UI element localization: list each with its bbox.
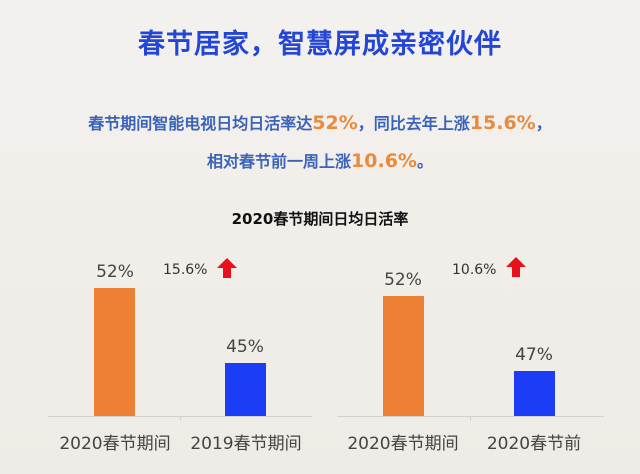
- axis-tick: [180, 416, 181, 421]
- bar-value-label: 52%: [96, 262, 134, 282]
- bar-2020-pre-spring: [514, 371, 555, 416]
- growth-label: 10.6%: [452, 262, 497, 278]
- bar-2019-spring: [225, 363, 266, 416]
- up-arrow-icon: [506, 257, 526, 277]
- bar-2020-spring: [383, 296, 424, 416]
- category-label: 2020春节期间: [347, 434, 459, 454]
- category-label: 2019春节期间: [190, 434, 302, 454]
- category-label: 2020春节前: [486, 434, 582, 454]
- up-arrow-icon: [217, 258, 237, 278]
- category-label: 2020春节期间: [59, 434, 171, 454]
- bar-value-label: 52%: [384, 270, 422, 290]
- summary-text: 春节期间智能电视日均日活率达: [88, 114, 313, 133]
- summary-line-1: 春节期间智能电视日均日活率达52%，同比去年上涨15.6%，: [0, 110, 640, 134]
- growth-label: 15.6%: [163, 262, 208, 278]
- daily-active-rate-value: 52%: [312, 112, 358, 134]
- summary-text: ，同比去年上涨: [357, 114, 470, 133]
- week-growth-value: 10.6%: [351, 150, 417, 172]
- axis-tick: [470, 416, 471, 421]
- summary-text: 。: [416, 152, 433, 171]
- summary-line-2: 相对春节前一周上涨10.6%。: [0, 148, 640, 172]
- summary-text: ，: [535, 114, 552, 133]
- summary-text: 相对春节前一周上涨: [207, 152, 352, 171]
- yoy-growth-value: 15.6%: [469, 112, 536, 134]
- bar-value-label: 47%: [515, 345, 553, 365]
- bar-value-label: 45%: [226, 337, 264, 357]
- page-title: 春节居家，智慧屏成亲密伙伴: [138, 29, 502, 60]
- bar-2020-spring: [94, 288, 135, 416]
- chart-title: 2020春节期间日均日活率: [231, 210, 409, 228]
